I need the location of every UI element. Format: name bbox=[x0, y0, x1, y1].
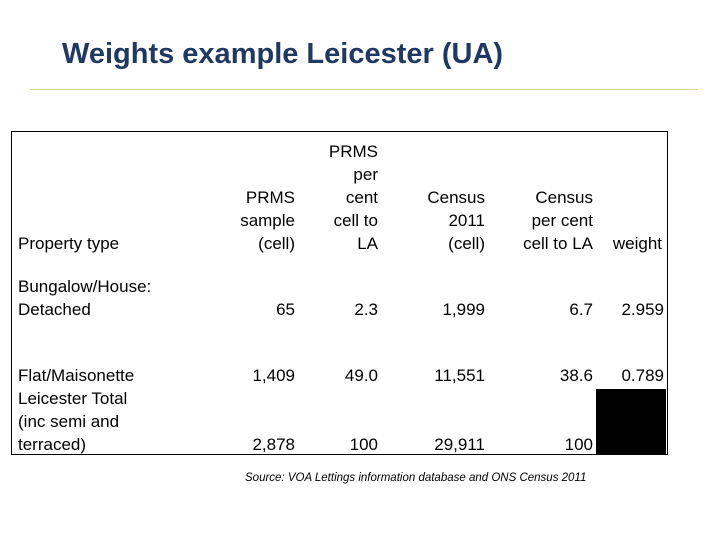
header-census-percent: Census per cent cell to LA bbox=[523, 188, 593, 253]
table-cell: 65 bbox=[276, 300, 295, 319]
row-label-flat: Flat/Maisonette bbox=[18, 366, 135, 385]
table-cell: 2.3 bbox=[354, 300, 378, 319]
table-cell: 100 bbox=[349, 435, 378, 454]
source-note: Source: VOA Lettings information databas… bbox=[245, 472, 587, 484]
table-cell: 29,911 bbox=[434, 435, 485, 454]
table-cell: 2.959 bbox=[621, 300, 664, 319]
header-prms-percent: PRMS per cent cell to LA bbox=[328, 142, 378, 253]
row-label-detached: Bungalow/House: Detached bbox=[18, 277, 152, 319]
table-cell: 6.7 bbox=[569, 300, 593, 319]
table-cell: 100 bbox=[564, 435, 593, 454]
table-cell: 49.0 bbox=[344, 366, 378, 385]
table-cell: 2,878 bbox=[252, 435, 295, 454]
header-prms-sample: PRMS sample (cell) bbox=[240, 188, 295, 253]
redaction-block bbox=[596, 389, 666, 454]
table-cell: 0.789 bbox=[621, 366, 664, 385]
table-cell: 1,999 bbox=[442, 300, 485, 319]
table-cell: 11,551 bbox=[434, 366, 485, 385]
title-divider bbox=[30, 89, 698, 90]
table-cell: 38.6 bbox=[559, 366, 593, 385]
table-cell: 1,409 bbox=[252, 366, 295, 385]
header-property-type: Property type bbox=[18, 234, 120, 253]
slide-title: Weights example Leicester (UA) bbox=[62, 38, 504, 70]
header-weight: weight bbox=[612, 234, 662, 253]
header-census-cell: Census 2011 (cell) bbox=[427, 188, 485, 253]
row-label-total: Leicester Total (inc semi and terraced) bbox=[18, 389, 128, 454]
weights-table bbox=[11, 131, 668, 455]
